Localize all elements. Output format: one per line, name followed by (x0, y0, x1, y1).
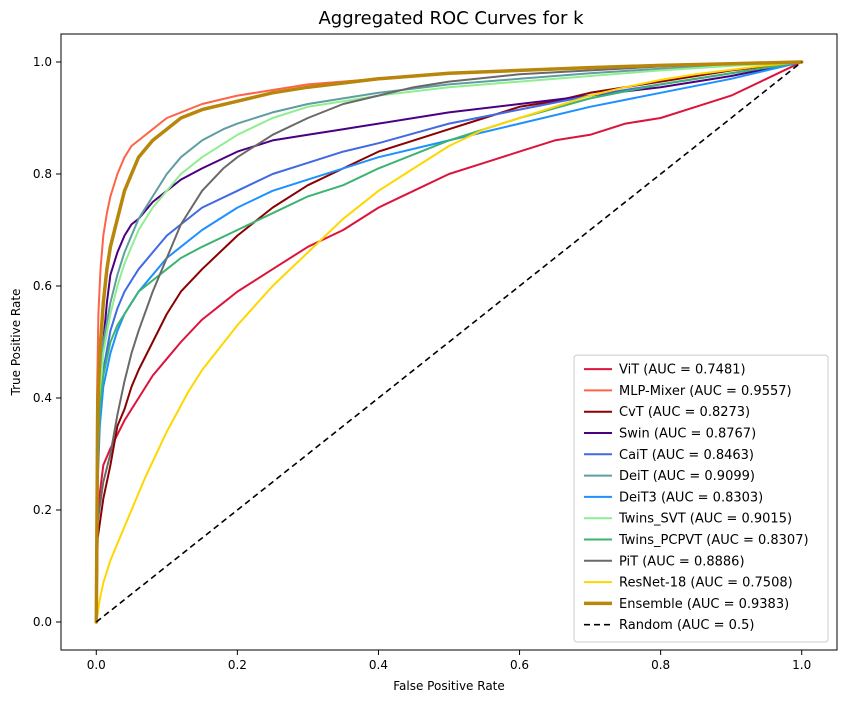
x-tick-label: 0.8 (651, 658, 670, 672)
legend-label-11: Ensemble (AUC = 0.9383) (619, 597, 789, 612)
series-line-12 (95, 61, 803, 623)
series-line-5 (95, 61, 803, 623)
legend-label-0: ViT (AUC = 0.7481) (619, 363, 746, 378)
series-line-0 (95, 61, 803, 623)
series-line-6 (95, 61, 803, 623)
legend-label-4: CaiT (AUC = 0.8463) (619, 448, 754, 463)
legend-label-12: Random (AUC = 0.5) (619, 618, 754, 633)
series-line-11 (94, 60, 804, 624)
x-tick-label: 0.6 (510, 658, 529, 672)
legend-label-9: PiT (AUC = 0.8886) (619, 554, 745, 569)
y-tick-label: 0.8 (33, 167, 52, 181)
series-line-10 (95, 61, 803, 623)
series-line-4 (95, 61, 803, 623)
y-tick-label: 0.4 (33, 391, 52, 405)
y-tick-label: 0.0 (33, 615, 52, 629)
x-axis-ticks: 0.0 0.2 0.4 0.6 0.8 1.0 (87, 650, 811, 672)
legend-label-6: DeiT3 (AUC = 0.8303) (619, 490, 763, 505)
y-tick-label: 0.2 (33, 503, 52, 517)
legend-box (573, 354, 829, 643)
y-axis-label: True Positive Rate (9, 289, 23, 397)
legend-label-3: Swin (AUC = 0.8767) (619, 427, 756, 442)
x-tick-label: 1.0 (792, 658, 811, 672)
legend-label-5: DeiT (AUC = 0.9099) (619, 469, 755, 484)
series-line-3 (95, 61, 803, 623)
plot-area (94, 60, 804, 624)
y-tick-label: 1.0 (33, 55, 52, 69)
x-axis-label: False Positive Rate (393, 679, 505, 693)
x-tick-label: 0.2 (228, 658, 247, 672)
x-tick-label: 0.0 (87, 658, 106, 672)
plot-frame (60, 33, 838, 651)
y-tick-label: 0.6 (33, 279, 52, 293)
legend: ViT (AUC = 0.7481) MLP-Mixer (AUC = 0.955… (573, 354, 829, 643)
legend-label-10: ResNet-18 (AUC = 0.7508) (619, 576, 793, 591)
y-axis-ticks: 0.0 0.2 0.4 0.6 0.8 1.0 (33, 55, 61, 629)
series-line-9 (95, 61, 803, 623)
legend-label-2: CvT (AUC = 0.8273) (619, 405, 750, 420)
legend-label-1: MLP-Mixer (AUC = 0.9557) (619, 384, 792, 399)
legend-label-8: Twins_PCPVT (AUC = 0.8307) (618, 533, 809, 548)
x-tick-label: 0.4 (369, 658, 388, 672)
legend-label-7: Twins_SVT (AUC = 0.9015) (618, 512, 792, 527)
chart-title: Aggregated ROC Curves for k (318, 8, 584, 29)
series-line-7 (95, 61, 803, 623)
